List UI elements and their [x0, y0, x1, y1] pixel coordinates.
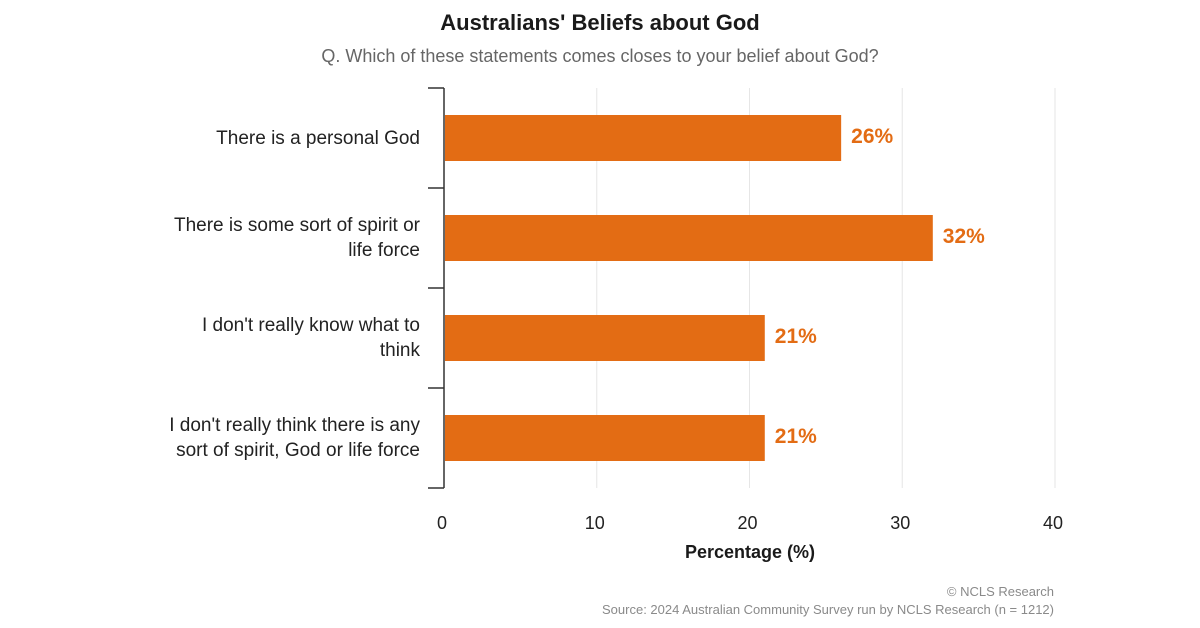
category-label-3-line-0: I don't really think there is any: [169, 415, 420, 436]
category-label-2-line-0: I don't really know what to: [201, 315, 420, 336]
x-tick-label-40: 40: [1042, 513, 1064, 533]
category-label-3: I don't really think there is any sort of…: [120, 413, 420, 463]
category-label-2: I don't really know what to think: [120, 313, 420, 363]
value-label-2: 21%: [774, 325, 817, 348]
category-label-3-line-1: sort of spirit, God or life force: [176, 440, 420, 461]
bar-0: [445, 115, 842, 161]
bar-3: [445, 415, 765, 461]
value-label-3: 21%: [774, 425, 817, 448]
bar-1: [445, 215, 933, 261]
credit-text: © NCLS Research: [946, 584, 1054, 599]
source-text: Source: 2024 Australian Community Survey…: [602, 602, 1054, 617]
x-axis-title: Percentage (%): [684, 542, 816, 562]
category-label-1: There is some sort of spirit or life forc…: [120, 213, 420, 263]
value-label-0: 26%: [851, 125, 894, 148]
x-tick-label-30: 30: [890, 513, 911, 533]
category-label-1-line-0: There is some sort of spirit or: [173, 215, 420, 236]
category-label-0: There is a personal God: [120, 126, 420, 151]
chart-subtitle: Q. Which of these statements comes close…: [321, 46, 879, 66]
category-label-1-line-1: life force: [348, 240, 420, 261]
x-tick-label-0: 0: [436, 513, 447, 533]
x-tick-label-20: 20: [737, 513, 758, 533]
chart-title: Australians' Beliefs about God: [440, 10, 760, 35]
value-label-1: 32%: [942, 225, 985, 248]
category-label-2-line-1: think: [379, 340, 420, 361]
category-label-0-line-0: There is a personal God: [216, 127, 420, 149]
bar-2: [445, 315, 765, 361]
x-tick-label-10: 10: [584, 513, 605, 533]
